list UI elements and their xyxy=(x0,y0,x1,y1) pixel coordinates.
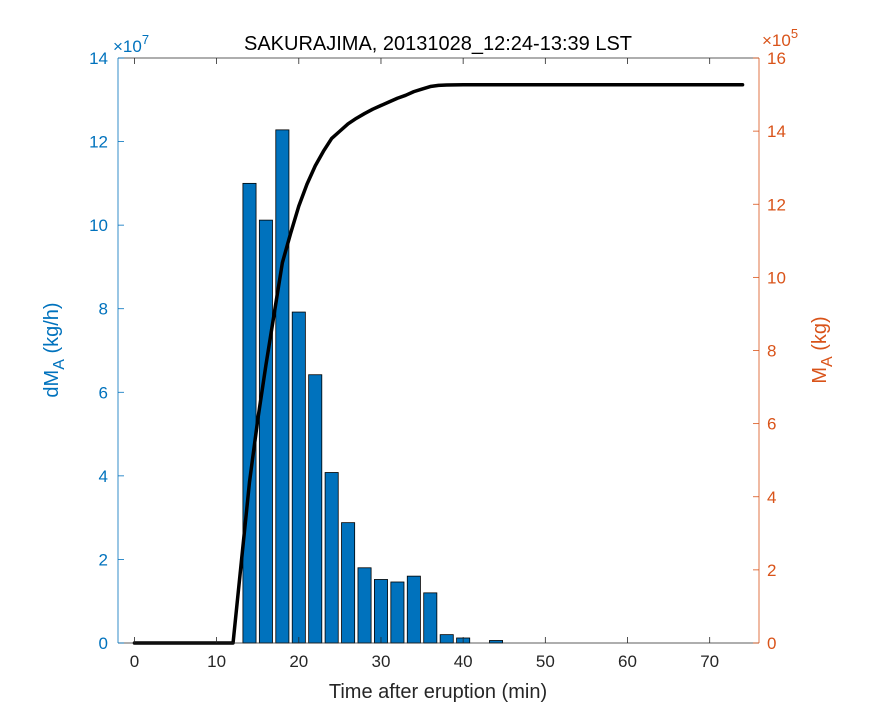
bar xyxy=(439,634,454,644)
left-tick-label: 10 xyxy=(89,216,108,235)
x-tick-label: 40 xyxy=(454,652,473,671)
bar xyxy=(357,567,372,644)
bar xyxy=(308,374,323,644)
right-tick-label: 6 xyxy=(767,415,776,434)
cumulative-mass-line xyxy=(132,82,745,645)
x-tick-label: 20 xyxy=(289,652,308,671)
right-axis-exponent: ×105 xyxy=(762,26,798,50)
right-axis-label-sub: A xyxy=(819,356,836,367)
line-layer xyxy=(132,82,745,645)
bar xyxy=(390,581,405,644)
right-axis-label: MA (kg) xyxy=(809,316,836,383)
left-tick-label: 2 xyxy=(99,550,108,569)
bar xyxy=(423,592,438,644)
left-axis-label-unit: (kg/h) xyxy=(41,302,63,359)
right-tick-label: 2 xyxy=(767,561,776,580)
bar xyxy=(341,522,356,644)
left-axis-label: dMA (kg/h) xyxy=(41,302,68,397)
x-tick-label: 70 xyxy=(700,652,719,671)
x-axis-label: Time after eruption (min) xyxy=(329,681,547,703)
bar xyxy=(373,579,388,644)
bar xyxy=(275,129,290,644)
x-tick-label: 60 xyxy=(618,652,637,671)
left-tick-label: 8 xyxy=(99,300,108,319)
left-tick-label: 6 xyxy=(99,383,108,402)
left-exponent-power: 7 xyxy=(142,32,149,47)
x-tick-label: 30 xyxy=(372,652,391,671)
right-tick-label: 12 xyxy=(767,195,786,214)
right-axis-label-main: M xyxy=(809,367,831,384)
right-tick-label: 8 xyxy=(767,342,776,361)
left-exponent-base: ×10 xyxy=(113,37,142,56)
chart-title: SAKURAJIMA, 20131028_12:24-13:39 LST xyxy=(244,33,632,55)
left-axis-exponent: ×107 xyxy=(113,32,149,56)
right-exponent-power: 5 xyxy=(791,26,798,41)
axes-layer: 0 10 20 30 40 50 60 70 0 2 4 6 8 10 12 14 0 2 4 6 8 10 12 14 16 xyxy=(89,49,786,671)
left-tick-label: 0 xyxy=(99,634,108,653)
right-tick-label: 10 xyxy=(767,268,786,287)
right-tick-label: 0 xyxy=(767,634,776,653)
left-tick-label: 12 xyxy=(89,133,108,152)
left-tick-label: 14 xyxy=(89,49,108,68)
bar xyxy=(258,219,273,644)
right-exponent-base: ×10 xyxy=(762,31,791,50)
right-tick-label: 14 xyxy=(767,122,786,141)
right-tick-label: 4 xyxy=(767,488,776,507)
right-tick-label: 16 xyxy=(767,49,786,68)
bars-layer xyxy=(242,129,504,644)
left-axis-label-main: dM xyxy=(41,370,63,398)
right-axis-label-unit: (kg) xyxy=(809,316,831,356)
bar xyxy=(291,311,306,644)
x-tick-label: 0 xyxy=(130,652,139,671)
bar xyxy=(242,182,257,644)
bar xyxy=(406,575,421,644)
left-tick-label: 4 xyxy=(99,467,108,486)
left-axis-label-sub: A xyxy=(51,359,68,370)
bar xyxy=(324,472,339,644)
plot-area xyxy=(118,58,759,643)
x-tick-label: 50 xyxy=(536,652,555,671)
x-tick-label: 10 xyxy=(207,652,226,671)
